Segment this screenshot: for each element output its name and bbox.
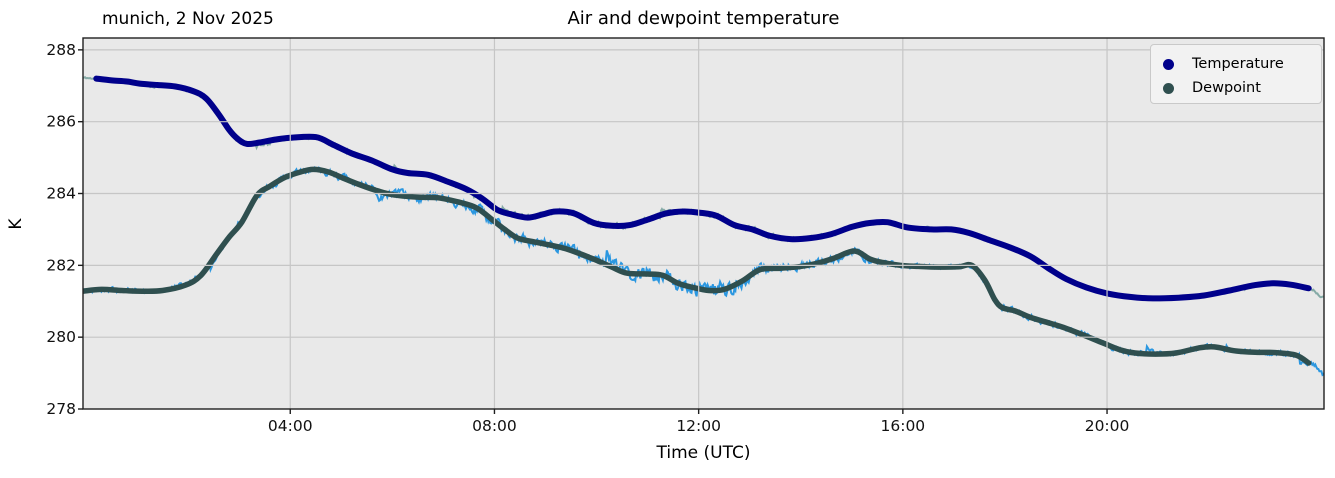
x-tick-label: 04:00: [268, 417, 313, 435]
legend-marker-temperature: [1163, 58, 1174, 70]
legend-label-temperature: Temperature: [1192, 56, 1284, 72]
left-title: munich, 2 Nov 2025: [102, 9, 274, 29]
y-tick-label: 286: [46, 113, 76, 131]
x-tick-label: 20:00: [1085, 417, 1130, 435]
y-axis-label: K: [6, 218, 26, 230]
x-tick-label: 16:00: [881, 417, 926, 435]
y-tick-label: 284: [46, 185, 76, 203]
legend: Temperature Dewpoint: [1150, 44, 1322, 104]
x-tick-label: 12:00: [676, 417, 721, 435]
y-tick-label: 278: [46, 400, 76, 418]
x-tick-label: 08:00: [472, 417, 517, 435]
legend-item-dewpoint: Dewpoint: [1151, 76, 1321, 100]
y-tick-label: 282: [46, 256, 76, 274]
axes-spines: [82, 37, 1325, 410]
temperature-line: [93, 75, 1312, 302]
x-axis-label: Time (UTC): [656, 443, 751, 463]
dewpoint-line: [83, 166, 1312, 366]
legend-item-temperature: Temperature: [1151, 52, 1321, 76]
y-tick-label: 288: [46, 41, 76, 59]
legend-marker-dewpoint: [1163, 82, 1174, 94]
legend-label-dewpoint: Dewpoint: [1192, 80, 1261, 96]
chart-title: Air and dewpoint temperature: [567, 8, 840, 29]
y-tick-label: 280: [46, 328, 76, 346]
